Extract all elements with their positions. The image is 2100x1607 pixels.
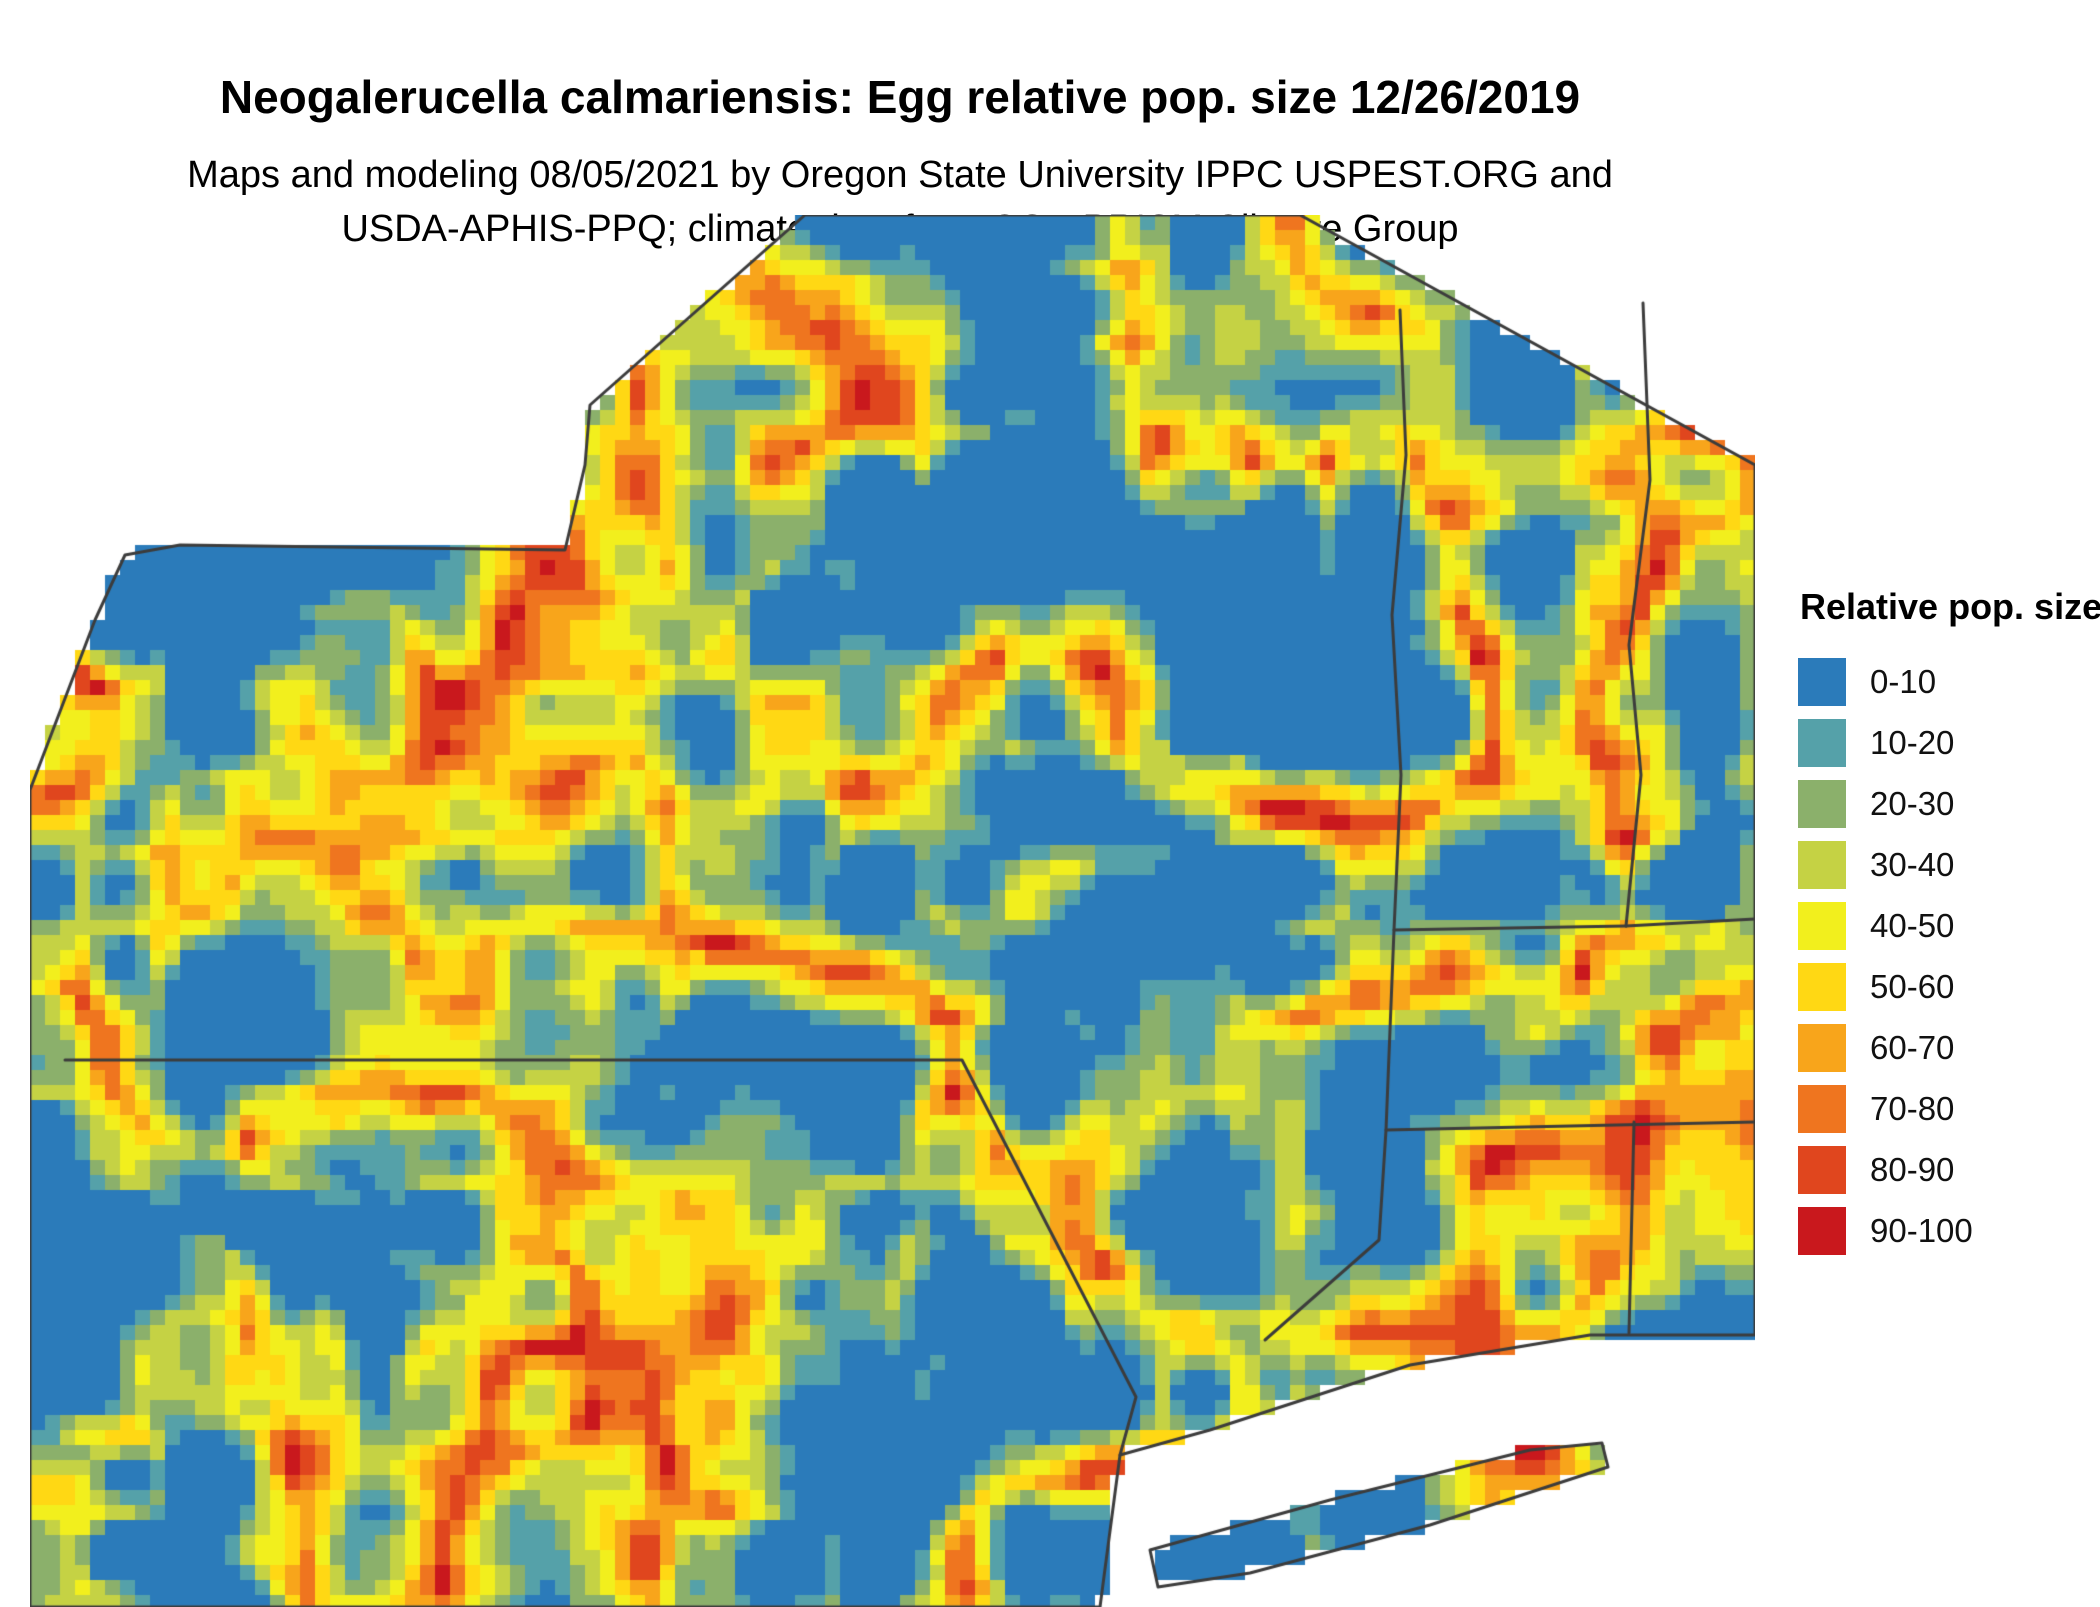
subtitle-line-1: Maps and modeling 08/05/2021 by Oregon S… [187,154,1613,196]
page-title: Neogalerucella calmariensis: Egg relativ… [219,71,1581,123]
legend-item: 70-80 [1798,1085,2098,1133]
legend-item: 40-50 [1798,902,2098,950]
legend-swatch [1798,719,1846,767]
map-canvas [30,215,1755,1607]
legend-swatch [1798,902,1846,950]
legend-swatch [1798,1024,1846,1072]
legend-title: Relative pop. size [1800,586,2100,627]
legend-item: 80-90 [1798,1146,2098,1194]
legend-label: 70-80 [1870,1090,1955,1127]
legend-item: 50-60 [1798,963,2098,1011]
legend-label: 80-90 [1870,1151,1955,1188]
legend-swatch [1798,780,1846,828]
legend-swatch [1798,1085,1846,1133]
legend-label: 50-60 [1870,968,1955,1005]
legend-swatch [1798,1146,1846,1194]
legend-label: 20-30 [1870,785,1955,822]
legend-items: 0-10 10-20 20-30 30-40 40-50 50-60 60-70 70-80 8… [1798,658,2098,1255]
legend-swatch [1798,963,1846,1011]
legend-label: 40-50 [1870,907,1955,944]
legend-item: 60-70 [1798,1024,2098,1072]
map-area [30,215,1755,1607]
legend-label: 60-70 [1870,1029,1955,1066]
legend-swatch [1798,841,1846,889]
legend-swatch [1798,1207,1846,1255]
legend-item: 30-40 [1798,841,2098,889]
legend-item: 20-30 [1798,780,2098,828]
legend: Relative pop. size 0-10 10-20 20-30 30-40 40… [1798,586,2100,1255]
legend-label: 90-100 [1870,1212,1973,1249]
legend-swatch [1798,658,1846,706]
legend-item: 0-10 [1798,658,2098,706]
legend-label: 0-10 [1870,663,1937,700]
legend-item: 10-20 [1798,719,2098,767]
legend-label: 30-40 [1870,846,1955,883]
legend-item: 90-100 [1798,1207,2098,1255]
legend-label: 10-20 [1870,724,1955,761]
